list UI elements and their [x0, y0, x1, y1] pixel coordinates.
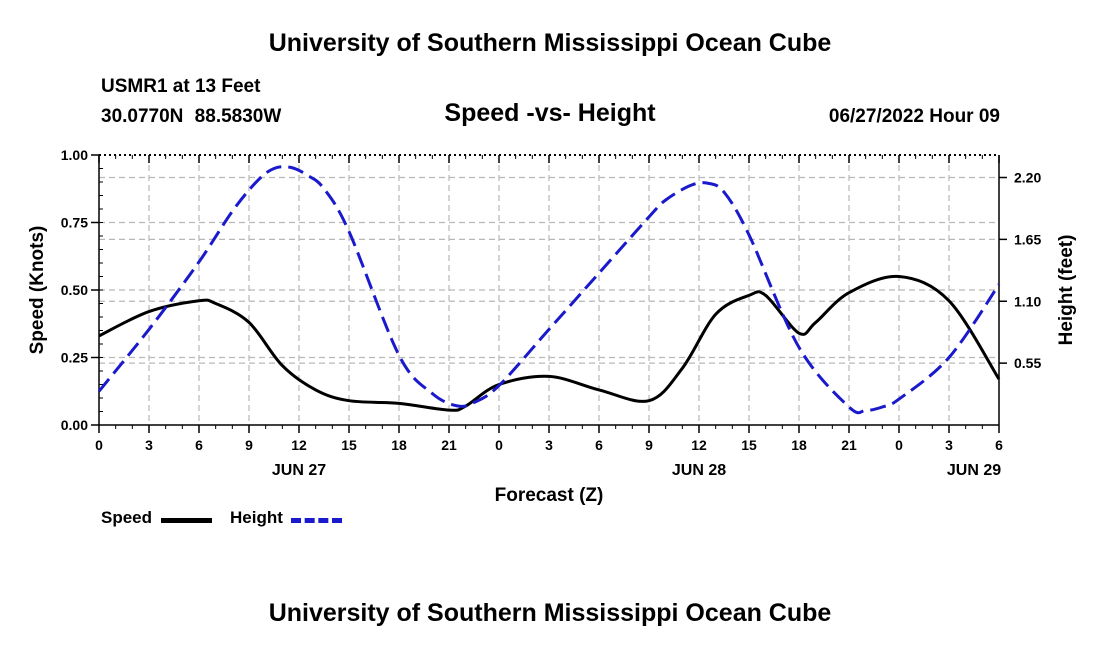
x-tick-label: 6	[195, 437, 203, 453]
y2-tick-label: 0.55	[1014, 355, 1041, 371]
legend-height-swatch	[291, 518, 342, 523]
station-label: USMR1 at 13 Feet	[101, 76, 261, 97]
y-tick-label: 0.50	[61, 282, 88, 298]
x-tick-label: 0	[95, 437, 103, 453]
legend-speed-swatch	[161, 518, 212, 523]
y2-tick-label: 1.10	[1014, 293, 1041, 309]
x-tick-label: 3	[145, 437, 153, 453]
x-tick-label: 9	[245, 437, 253, 453]
x-axis-title: Forecast (Z)	[495, 485, 604, 506]
x-tick-label: 15	[341, 437, 357, 453]
y-axis-title: Speed (Knots)	[27, 226, 48, 355]
x-tick-label: 9	[645, 437, 653, 453]
y-tick-label: 0.75	[61, 215, 88, 231]
forecast-date: 06/27/2022 Hour 09	[828, 106, 1000, 127]
x-tick-label: 21	[441, 437, 457, 453]
speed-series-line	[98, 274, 1001, 412]
axis-labels: 0 3 6 9 12 15 18 21 0 3 6 9 12 15 18 21 0 3 6 0.00 0.25 0.50 0…	[27, 147, 1077, 506]
x-tick-label: 21	[841, 437, 857, 453]
y2-axis-title: Height (feet)	[1056, 235, 1077, 346]
x-tick-label: 6	[995, 437, 1003, 453]
y2-tick-label: 2.20	[1014, 170, 1041, 186]
x-tick-label: 15	[741, 437, 757, 453]
x-tick-label: 3	[945, 437, 953, 453]
y-tick-label: 0.25	[61, 350, 88, 366]
x-tick-label: 18	[391, 437, 407, 453]
date-label: JUN 28	[672, 462, 726, 479]
y2-tick-label: 1.65	[1014, 231, 1041, 247]
x-tick-label: 0	[495, 437, 503, 453]
x-tick-label: 12	[691, 437, 707, 453]
x-tick-label: 6	[595, 437, 603, 453]
coordinates-label: 30.0770N 88.5830W	[101, 106, 282, 127]
date-label: JUN 29	[947, 462, 1001, 479]
date-label: JUN 27	[272, 462, 326, 479]
axes	[91, 154, 1007, 433]
x-tick-label: 3	[545, 437, 553, 453]
footer-title: University of Southern Mississippi Ocean…	[268, 599, 832, 627]
legend-height-label: Height	[230, 508, 283, 527]
x-tick-label: 12	[291, 437, 307, 453]
grid-lines	[99, 155, 999, 425]
data-series	[97, 165, 1001, 415]
y-tick-label: 0.00	[61, 417, 88, 433]
height-series-line	[97, 165, 1001, 415]
legend-speed-label: Speed	[101, 508, 153, 527]
chart-title: Speed -vs- Height	[444, 99, 656, 127]
x-tick-label: 18	[791, 437, 807, 453]
x-tick-label: 0	[895, 437, 903, 453]
main-title: University of Southern Mississippi Ocean…	[268, 29, 832, 57]
y-tick-label: 1.00	[61, 147, 88, 163]
